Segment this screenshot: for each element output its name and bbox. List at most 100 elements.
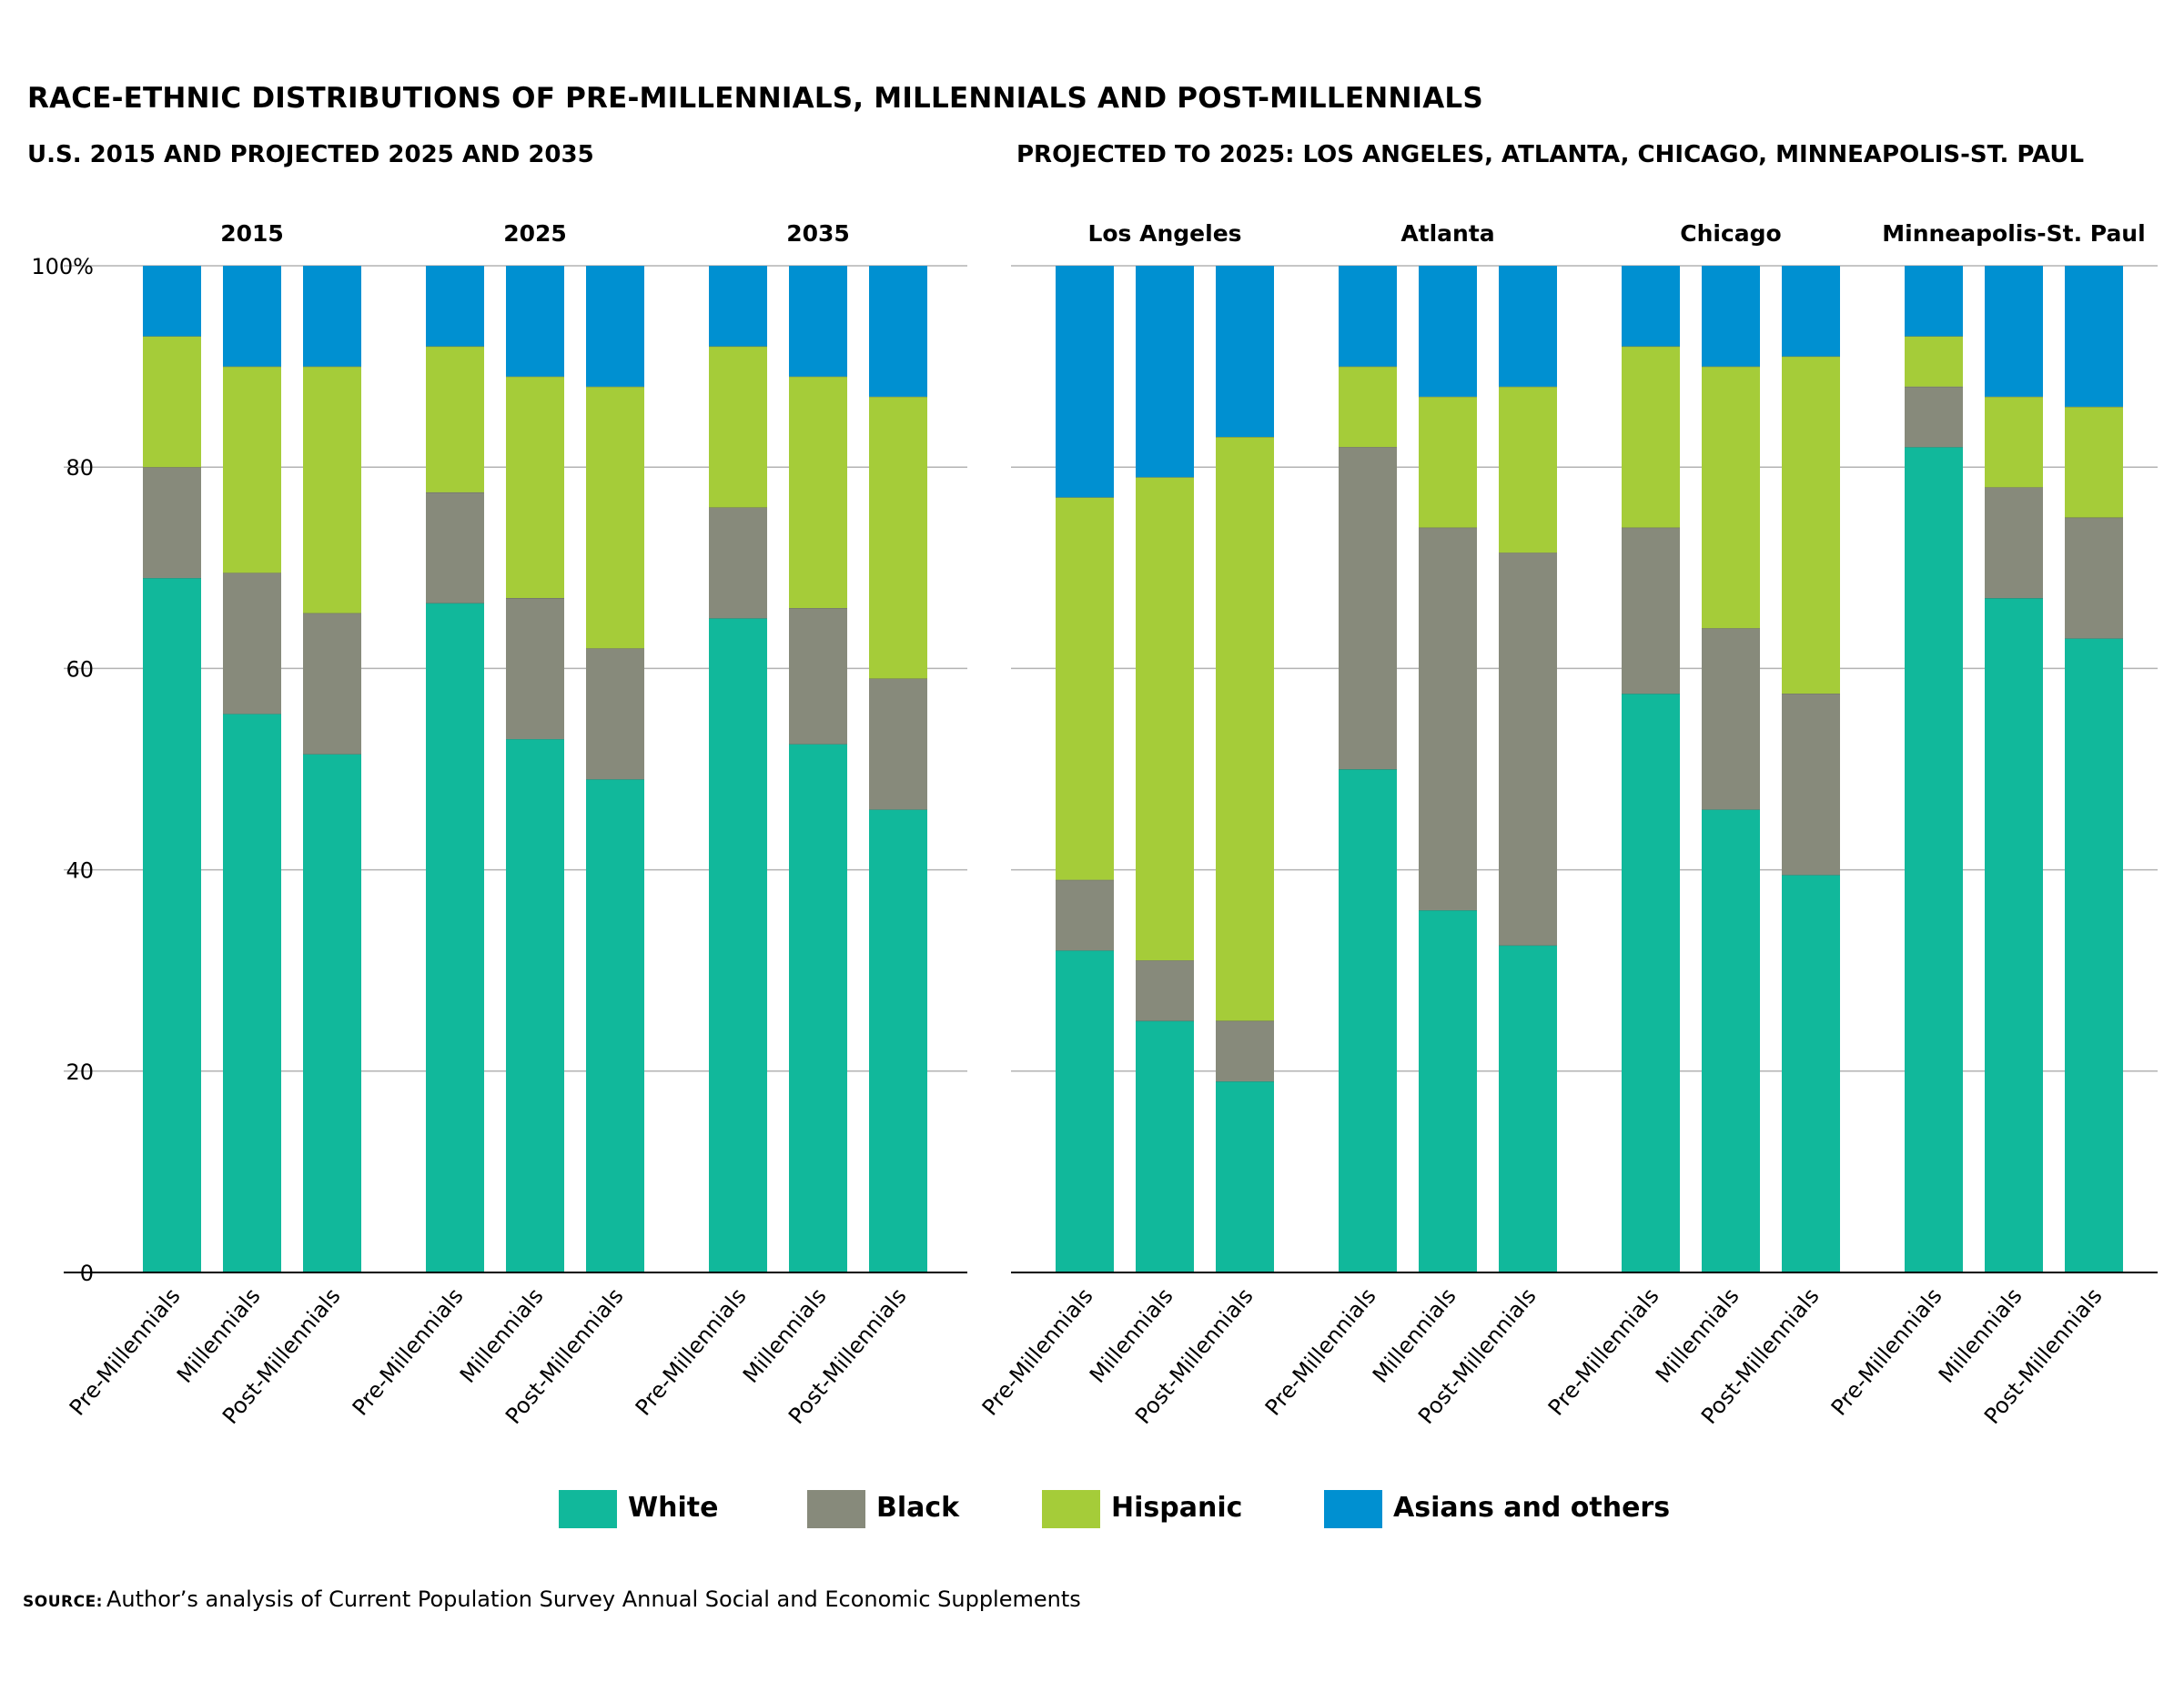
bar-segment-white xyxy=(223,714,281,1272)
bar-segment-hispanic xyxy=(1985,396,2043,488)
group-label-minneapolis-st-paul: Minneapolis-St. Paul xyxy=(1882,220,2145,247)
bar-segment-asians-and-others xyxy=(223,266,281,367)
right-panel-title: PROJECTED TO 2025: LOS ANGELES, ATLANTA,… xyxy=(1016,141,2085,168)
bar-segment-black xyxy=(869,678,927,810)
source-text: Author’s analysis of Current Population … xyxy=(106,1586,1081,1612)
bar-segment-asians-and-others xyxy=(426,266,484,347)
bar-segment-white xyxy=(1339,769,1397,1272)
group-label-chicago: Chicago xyxy=(1680,220,1781,247)
bar-segment-black xyxy=(1985,487,2043,598)
bar-segment-white xyxy=(1985,597,2043,1272)
bar-segment-white xyxy=(1499,945,1557,1272)
bar-segment-black xyxy=(1056,879,1114,951)
bar-segment-white xyxy=(506,738,564,1272)
bar-segment-asians-and-others xyxy=(1419,266,1477,397)
bar-segment-asians-and-others xyxy=(506,266,564,377)
bar-segment-hispanic xyxy=(1499,386,1557,553)
category-label: Pre-Millennials xyxy=(348,1283,469,1421)
bar-segment-asians-and-others xyxy=(1622,266,1680,347)
bar-segment-black xyxy=(1622,527,1680,694)
bar-segment-black xyxy=(1905,386,1963,448)
bar-segment-asians-and-others xyxy=(1702,266,1760,367)
bar-segment-hispanic xyxy=(709,346,767,508)
bar-segment-hispanic xyxy=(1339,366,1397,448)
y-tick-label: 80 xyxy=(66,455,94,481)
bar-segment-hispanic xyxy=(1216,437,1274,1021)
bar-segment-asians-and-others xyxy=(303,266,361,367)
source-note: SOURCE: Author’s analysis of Current Popu… xyxy=(23,1586,1081,1612)
bar-segment-hispanic xyxy=(426,346,484,492)
bar-segment-black xyxy=(426,492,484,603)
bar-segment-hispanic xyxy=(1905,336,1963,387)
bar-segment-black xyxy=(143,467,201,578)
legend-label-white: White xyxy=(628,1492,719,1524)
bar-segment-black xyxy=(2065,517,2123,639)
bar-segment-asians-and-others xyxy=(1216,266,1274,438)
legend-swatch-hispanic xyxy=(1042,1490,1100,1528)
legend-swatch-asians xyxy=(1324,1490,1382,1528)
bar-segment-asians-and-others xyxy=(709,266,767,347)
bar-segment-asians-and-others xyxy=(1136,266,1194,478)
bar-segment-white xyxy=(1056,950,1114,1272)
bar-segment-hispanic xyxy=(789,376,847,609)
bar-segment-white xyxy=(1216,1080,1274,1272)
bar-segment-white xyxy=(143,577,201,1272)
bar-segment-white xyxy=(1905,447,1963,1273)
bar-segment-hispanic xyxy=(1622,346,1680,528)
bar-segment-asians-and-others xyxy=(869,266,927,397)
bar-segment-black xyxy=(223,573,281,715)
bar-segment-hispanic xyxy=(506,376,564,598)
group-label-los-angeles: Los Angeles xyxy=(1087,220,1241,247)
category-label: Pre-Millennials xyxy=(1260,1283,1381,1421)
bar-segment-asians-and-others xyxy=(789,266,847,377)
category-label: Pre-Millennials xyxy=(1826,1283,1947,1421)
y-tick-label: 60 xyxy=(66,656,94,682)
bar-segment-asians-and-others xyxy=(1782,266,1840,357)
bar-segment-white xyxy=(1702,809,1760,1272)
group-label-atlanta: Atlanta xyxy=(1400,220,1494,247)
bar-segment-asians-and-others xyxy=(1499,266,1557,387)
bar-segment-black xyxy=(1339,447,1397,769)
bar-segment-asians-and-others xyxy=(586,266,644,387)
bar-segment-black xyxy=(1782,694,1840,876)
bar-segment-asians-and-others xyxy=(1339,266,1397,367)
bar-segment-hispanic xyxy=(143,336,201,468)
bar-segment-hispanic xyxy=(1136,477,1194,961)
bar-segment-asians-and-others xyxy=(1905,266,1963,337)
y-tick-label: 100% xyxy=(31,254,94,279)
bar-segment-hispanic xyxy=(1782,356,1840,694)
legend-label-black: Black xyxy=(876,1492,960,1524)
bar-segment-black xyxy=(1702,628,1760,810)
bar-segment-white xyxy=(586,779,644,1272)
y-tick-label: 20 xyxy=(66,1059,94,1085)
bar-segment-white xyxy=(1419,909,1477,1272)
bar-segment-hispanic xyxy=(1056,497,1114,880)
bar-segment-black xyxy=(1216,1020,1274,1081)
bar-segment-asians-and-others xyxy=(2065,266,2123,407)
category-label: Pre-Millennials xyxy=(65,1283,186,1421)
bar-segment-black xyxy=(1499,552,1557,946)
bar-segment-hispanic xyxy=(2065,406,2123,518)
bar-segment-white xyxy=(426,603,484,1272)
group-label-2035: 2035 xyxy=(786,220,850,247)
bar-segment-black xyxy=(303,613,361,755)
category-label: Pre-Millennials xyxy=(1543,1283,1664,1421)
bar-segment-white xyxy=(1136,1020,1194,1272)
bar-segment-black xyxy=(789,608,847,745)
bar-segment-black xyxy=(506,597,564,739)
bar-segment-white xyxy=(1782,875,1840,1272)
bar-segment-hispanic xyxy=(223,366,281,573)
category-label: Pre-Millennials xyxy=(977,1283,1098,1421)
legend-label-hispanic: Hispanic xyxy=(1111,1492,1243,1524)
bar-segment-asians-and-others xyxy=(143,266,201,337)
bar-segment-black xyxy=(1136,960,1194,1021)
bar-segment-black xyxy=(1419,527,1477,910)
bar-segment-hispanic xyxy=(1702,366,1760,629)
bar-segment-black xyxy=(709,507,767,619)
legend-label-asians: Asians and others xyxy=(1393,1492,1671,1524)
bar-segment-hispanic xyxy=(586,386,644,649)
bar-segment-hispanic xyxy=(303,366,361,613)
legend: White Black Hispanic Asians and others xyxy=(0,1490,2184,1530)
left-panel-title: U.S. 2015 AND PROJECTED 2025 AND 2035 xyxy=(27,141,594,168)
